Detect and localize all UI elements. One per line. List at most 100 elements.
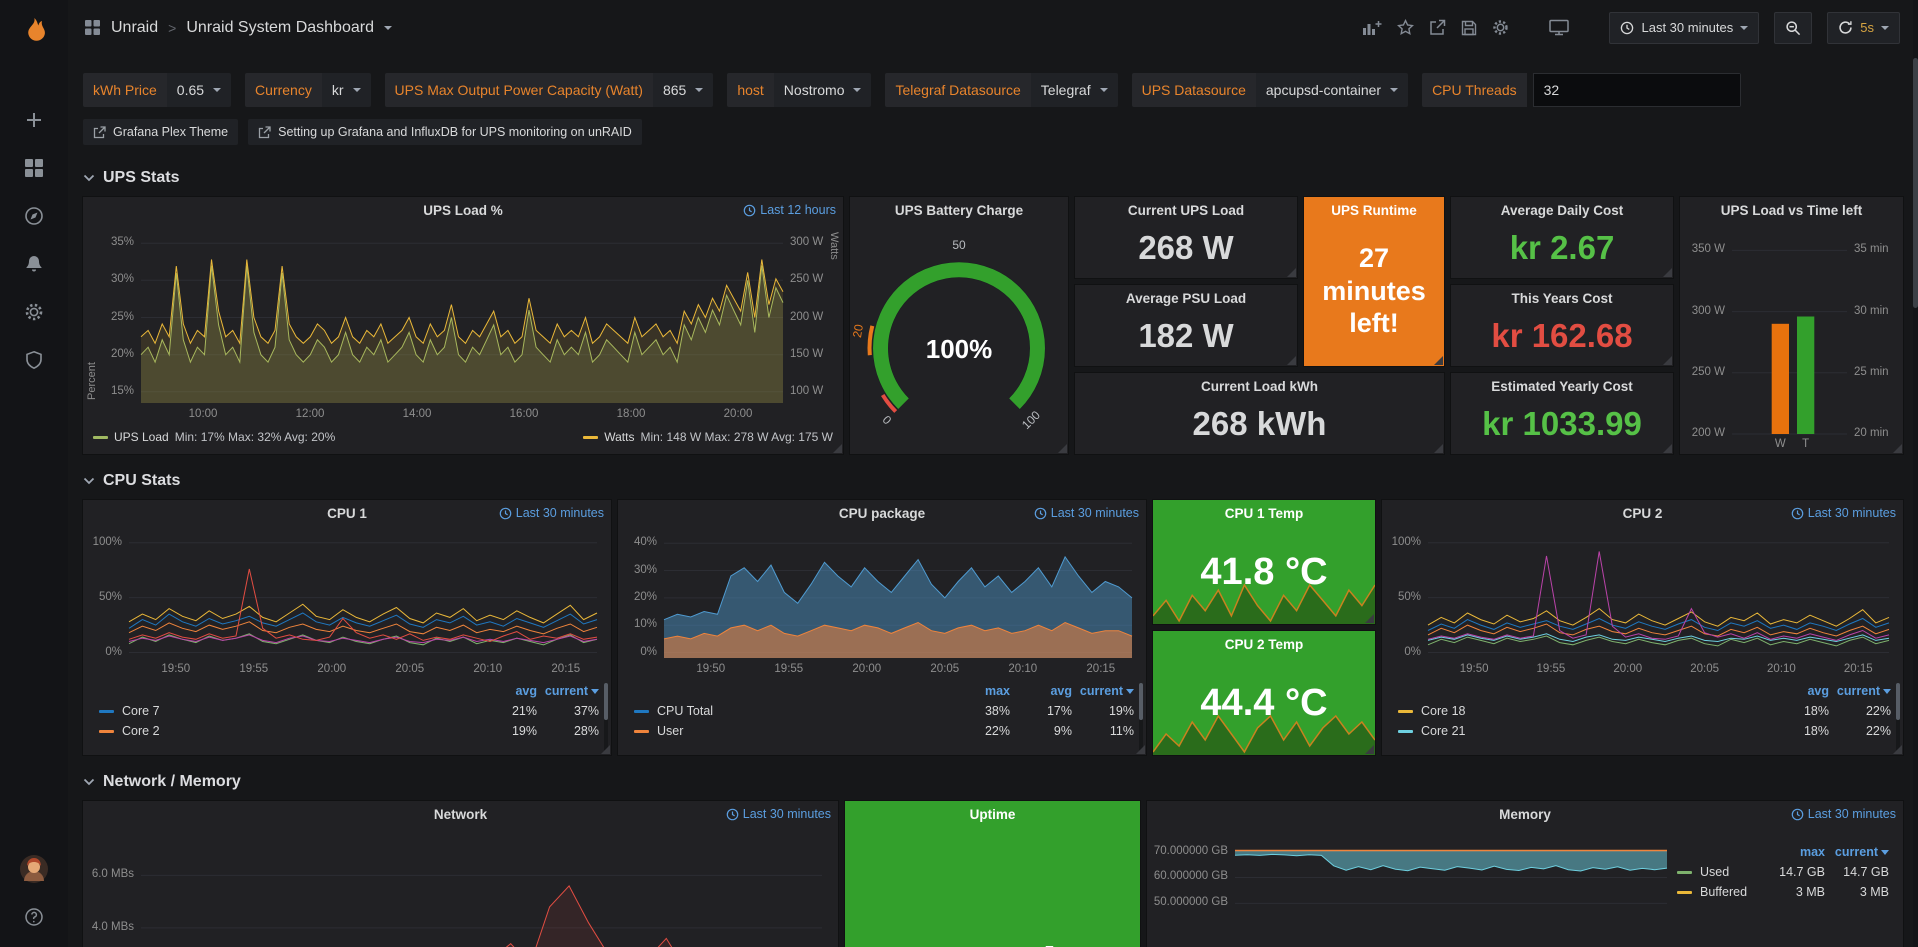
variable-value[interactable]: kr: [322, 73, 371, 107]
help-icon[interactable]: [0, 893, 68, 941]
variable-value[interactable]: Telegraf: [1031, 73, 1118, 107]
breadcrumb-folder[interactable]: Unraid: [111, 19, 158, 37]
refresh-button[interactable]: 5s: [1827, 12, 1900, 44]
favorite-star-icon[interactable]: [1397, 19, 1414, 36]
axis-label: 60.000000 GB: [1154, 870, 1228, 882]
variable-value[interactable]: 0.65: [167, 73, 231, 107]
user-avatar[interactable]: [0, 845, 68, 893]
variable-input[interactable]: [1533, 73, 1741, 107]
legend-sort-current[interactable]: current: [1825, 845, 1889, 859]
row-header-cpu-stats[interactable]: CPU Stats: [83, 460, 1903, 500]
battery-gauge[interactable]: 02050100100%: [850, 224, 1068, 459]
legend-item[interactable]: WattsMin: 148 W Max: 278 W Avg: 175 W: [583, 430, 833, 444]
alerting-bell-icon[interactable]: [0, 240, 68, 288]
external-link-icon: [258, 126, 271, 139]
legend-item[interactable]: Buffered3 MB3 MB: [1677, 882, 1889, 902]
axis-label: 14:00: [393, 408, 441, 420]
create-icon[interactable]: [0, 96, 68, 144]
legend-sort-max[interactable]: max: [948, 684, 1010, 698]
page-scrollbar[interactable]: [1913, 0, 1918, 947]
variable-currency[interactable]: Currencykr: [245, 73, 370, 107]
axis-label: 300 W: [1692, 305, 1725, 317]
legend-sort-current[interactable]: current: [537, 684, 599, 698]
axis-label: 16:00: [500, 408, 548, 420]
legend-scrollbar[interactable]: [1139, 683, 1143, 751]
panel-time-override[interactable]: Last 30 minutes: [1791, 807, 1896, 821]
panel-time-override[interactable]: Last 30 minutes: [499, 506, 604, 520]
variable-ups-datasource[interactable]: UPS Datasourceapcupsd-container: [1132, 73, 1408, 107]
share-icon[interactable]: [1429, 19, 1446, 36]
row-header-ups-stats[interactable]: UPS Stats: [83, 157, 1903, 197]
variable-cpu-threads[interactable]: CPU Threads: [1422, 73, 1741, 107]
template-variables: kWh Price0.65 Currencykr UPS Max Output Po…: [83, 73, 1903, 107]
dashboard-caret-icon[interactable]: [384, 26, 392, 30]
chevron-down-icon: [83, 174, 95, 182]
variable-ups-max-output-power-capacity-watt-[interactable]: UPS Max Output Power Capacity (Watt)865: [385, 73, 714, 107]
axis-label: 10%: [634, 618, 657, 630]
grafana-logo-icon[interactable]: [0, 0, 68, 62]
legend-item[interactable]: Core 219%28%: [99, 721, 599, 741]
legend-item[interactable]: User22%9%11%: [634, 721, 1134, 741]
axis-label: 15%: [111, 385, 134, 397]
memory-chart[interactable]: 70.000000 GB60.000000 GB50.000000 GB: [1147, 828, 1677, 947]
dashboard-settings-gear-icon[interactable]: [1492, 19, 1509, 36]
page-scrollbar-thumb[interactable]: [1913, 58, 1918, 308]
variable-telegraf-datasource[interactable]: Telegraf DatasourceTelegraf: [885, 73, 1117, 107]
dashboards-icon[interactable]: [0, 144, 68, 192]
legend-scrollbar[interactable]: [1896, 683, 1900, 751]
explore-icon[interactable]: [0, 192, 68, 240]
legend-item[interactable]: Core 1818%22%: [1398, 701, 1891, 721]
legend-sort-avg[interactable]: avg: [1010, 684, 1072, 698]
axis-label: 20:00: [308, 663, 356, 675]
row-header-network-memory[interactable]: Network / Memory: [83, 761, 1903, 801]
ups-load-chart[interactable]: 35%30%25%20%15%300 W250 W200 W150 W100 W…: [83, 224, 843, 424]
server-admin-shield-icon[interactable]: [0, 336, 68, 384]
variable-label: UPS Datasource: [1132, 73, 1256, 107]
variable-host[interactable]: hostNostromo: [727, 73, 871, 107]
legend-item[interactable]: Core 721%37%: [99, 701, 599, 721]
variable-value[interactable]: 865: [653, 73, 713, 107]
panel-time-override[interactable]: Last 30 minutes: [1791, 506, 1896, 520]
dashboard-link[interactable]: Setting up Grafana and InfluxDB for UPS …: [248, 119, 642, 145]
breadcrumb-dashboard[interactable]: Unraid System Dashboard: [186, 19, 374, 37]
legend-item[interactable]: Used14.7 GB14.7 GB: [1677, 862, 1889, 882]
cpu2-chart[interactable]: 100%50%0%19:5019:5520:0020:0520:1020:15: [1382, 527, 1903, 679]
ups-bar-chart[interactable]: 350 W300 W250 W200 W35 min30 min25 min20…: [1680, 224, 1903, 454]
save-icon[interactable]: [1461, 20, 1477, 36]
sort-caret-icon: [1881, 850, 1889, 855]
variable-kwh-price[interactable]: kWh Price0.65: [83, 73, 231, 107]
legend-sort-max[interactable]: max: [1761, 845, 1825, 859]
variable-label: kWh Price: [83, 73, 167, 107]
legend-item[interactable]: CPU Total38%17%19%: [634, 701, 1134, 721]
time-range-picker[interactable]: Last 30 minutes: [1609, 12, 1759, 44]
axis-label: 200 W: [790, 311, 823, 323]
axis-label: 20:15: [1834, 663, 1882, 675]
legend-sort-current[interactable]: current: [1072, 684, 1134, 698]
panel-time-override[interactable]: Last 30 minutes: [1034, 506, 1139, 520]
axis-label: 40%: [634, 536, 657, 548]
dashboard-link[interactable]: Grafana Plex Theme: [83, 119, 238, 145]
cpu-package-chart[interactable]: 40%30%20%10%0%19:5019:5520:0020:0520:102…: [618, 527, 1146, 679]
configuration-gear-icon[interactable]: [0, 288, 68, 336]
cpu1-chart[interactable]: 100%50%0%19:5019:5520:0020:0520:1020:15: [83, 527, 611, 679]
variable-value[interactable]: apcupsd-container: [1256, 73, 1408, 107]
variable-value[interactable]: Nostromo: [774, 73, 872, 107]
kiosk-monitor-icon[interactable]: [1549, 19, 1569, 36]
add-panel-icon[interactable]: [1362, 20, 1382, 36]
network-chart[interactable]: 6.0 MBs4.0 MBs2.0 MBs: [83, 828, 838, 947]
panel-network: Network Last 30 minutes 6.0 MBs4.0 MBs2.…: [83, 801, 838, 947]
legend-sort-avg[interactable]: avg: [475, 684, 537, 698]
legend-item[interactable]: UPS LoadMin: 17% Max: 32% Avg: 20%: [93, 430, 335, 444]
panel-cpu2: CPU 2 Last 30 minutes 100%50%0%19:5019:5…: [1382, 500, 1903, 755]
apps-grid-icon[interactable]: [84, 19, 101, 36]
legend-sort-avg[interactable]: avg: [1767, 684, 1829, 698]
axis-label: 19:55: [1527, 663, 1575, 675]
legend-item[interactable]: Core 2118%22%: [1398, 721, 1891, 741]
legend-sort-current[interactable]: current: [1829, 684, 1891, 698]
zoom-out-button[interactable]: [1774, 12, 1812, 44]
panel-time-override[interactable]: Last 30 minutes: [726, 807, 831, 821]
axis-label: 200 W: [1692, 427, 1725, 439]
panel-time-override[interactable]: Last 12 hours: [743, 203, 836, 217]
panel-ups-battery-charge: UPS Battery Charge 02050100100%: [850, 197, 1068, 454]
legend-scrollbar[interactable]: [604, 683, 608, 751]
